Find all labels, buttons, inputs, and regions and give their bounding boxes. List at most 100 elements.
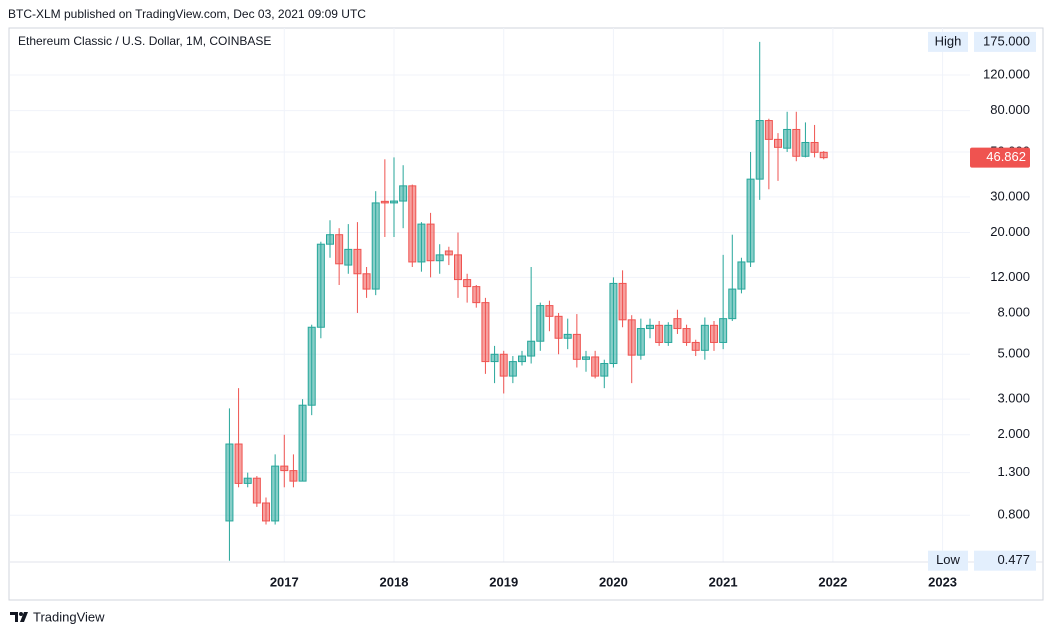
candle-body <box>646 324 654 330</box>
candle-body <box>719 318 728 343</box>
candle-body <box>627 319 636 356</box>
candle-body <box>298 404 307 482</box>
candle-body <box>353 248 362 275</box>
candle-body <box>682 328 691 343</box>
candle-body <box>490 353 499 363</box>
marker-name-box <box>928 31 968 52</box>
candle-body <box>636 328 645 356</box>
candle-body <box>289 470 298 482</box>
candle-body <box>271 465 280 522</box>
candle-body <box>307 326 316 406</box>
candle-body <box>673 318 682 330</box>
marker-name: Low <box>936 552 960 567</box>
candle-body <box>463 279 472 288</box>
x-tick-label: 2022 <box>818 574 847 589</box>
candle-body <box>225 443 234 522</box>
header: BTC-XLM published on TradingView.com, De… <box>8 7 366 21</box>
marker-name: High <box>935 33 962 48</box>
x-tick-label: 2023 <box>928 574 957 589</box>
candle-body <box>417 223 426 263</box>
candle-body <box>316 243 325 328</box>
last-price-badge <box>970 147 1030 168</box>
candle-body <box>508 361 517 377</box>
candle-body <box>262 502 270 522</box>
candle-body <box>609 282 618 365</box>
candle-body <box>518 355 526 363</box>
candle-body <box>408 185 417 263</box>
candle-body <box>746 178 755 263</box>
pane-frame <box>8 27 1044 601</box>
candle-body <box>700 324 709 351</box>
y-tick-label: 1.300 <box>997 464 1030 479</box>
candle-body <box>252 477 261 504</box>
candle-body <box>801 141 810 157</box>
x-tick-label: 2017 <box>270 574 299 589</box>
candle-body <box>435 254 444 262</box>
candle-body <box>371 202 380 290</box>
y-tick-label: 3.000 <box>997 391 1030 406</box>
candle-body <box>810 141 819 153</box>
candle-body <box>728 288 737 320</box>
candle-body <box>774 138 782 148</box>
candle-body <box>591 356 600 377</box>
candle-body <box>618 282 627 321</box>
candle-body <box>335 234 344 265</box>
candle-body <box>380 200 389 204</box>
x-tick-label: 2020 <box>599 574 628 589</box>
y-tick-label: 5.000 <box>997 346 1030 361</box>
logo <box>10 612 28 622</box>
footer: TradingView <box>33 609 105 624</box>
candle-body <box>545 305 554 317</box>
marker-value-box <box>974 31 1036 52</box>
candle-body <box>426 223 435 262</box>
candle-body <box>710 324 718 343</box>
candle-body <box>399 185 408 202</box>
candle-body <box>527 340 536 357</box>
candle-body <box>582 356 590 360</box>
candle-body <box>600 363 609 377</box>
candle-body <box>554 315 563 339</box>
x-tick-label: 2018 <box>380 574 409 589</box>
plot: 0.800 1.300 2.000 3.000 5.000 8.000 12.000 20.0… <box>10 28 1043 589</box>
candle-body <box>454 254 462 281</box>
candle-body <box>737 261 746 290</box>
candle-body <box>280 465 289 472</box>
candle-body <box>755 120 764 180</box>
candle-body <box>444 250 453 256</box>
candle-body <box>536 305 545 342</box>
y-tick-label: 20.000 <box>990 224 1030 239</box>
x-tick-label: 2021 <box>709 574 738 589</box>
candle-body <box>691 341 700 351</box>
y-tick-label: 30.000 <box>990 188 1030 203</box>
y-tick-label: 0.800 <box>997 507 1030 522</box>
candle-body <box>390 200 398 204</box>
marker-value: 175.000 <box>983 33 1030 48</box>
y-tick-label: 80.000 <box>990 102 1030 117</box>
y-tick-label: 120.000 <box>983 66 1030 81</box>
candle-body <box>764 120 773 140</box>
candle-body <box>783 128 792 149</box>
marker-name-box <box>928 550 968 571</box>
candle-body <box>819 151 828 159</box>
candle-body <box>572 333 581 360</box>
marker-value-box <box>974 550 1036 571</box>
last-price-label: 46.862 <box>986 149 1026 164</box>
y-tick-label: 2.000 <box>997 426 1030 441</box>
candle-body <box>563 333 572 339</box>
candle-body <box>344 248 353 266</box>
chart-title: Ethereum Classic / U.S. Dollar, 1M, COIN… <box>18 34 271 48</box>
x-tick-label: 2019 <box>489 574 518 589</box>
candle-body <box>481 302 490 363</box>
candle-body <box>664 324 673 343</box>
marker-value: 0.477 <box>997 552 1030 567</box>
y-tick-label: 8.000 <box>997 304 1030 319</box>
y-tick-label: 12.000 <box>990 269 1030 284</box>
candle-body <box>243 477 252 484</box>
candle-body <box>326 234 334 245</box>
candle-body <box>234 443 243 484</box>
candle-body <box>655 324 664 343</box>
candle-body <box>362 273 371 290</box>
candle-body <box>472 286 481 304</box>
candle-body <box>792 128 801 157</box>
